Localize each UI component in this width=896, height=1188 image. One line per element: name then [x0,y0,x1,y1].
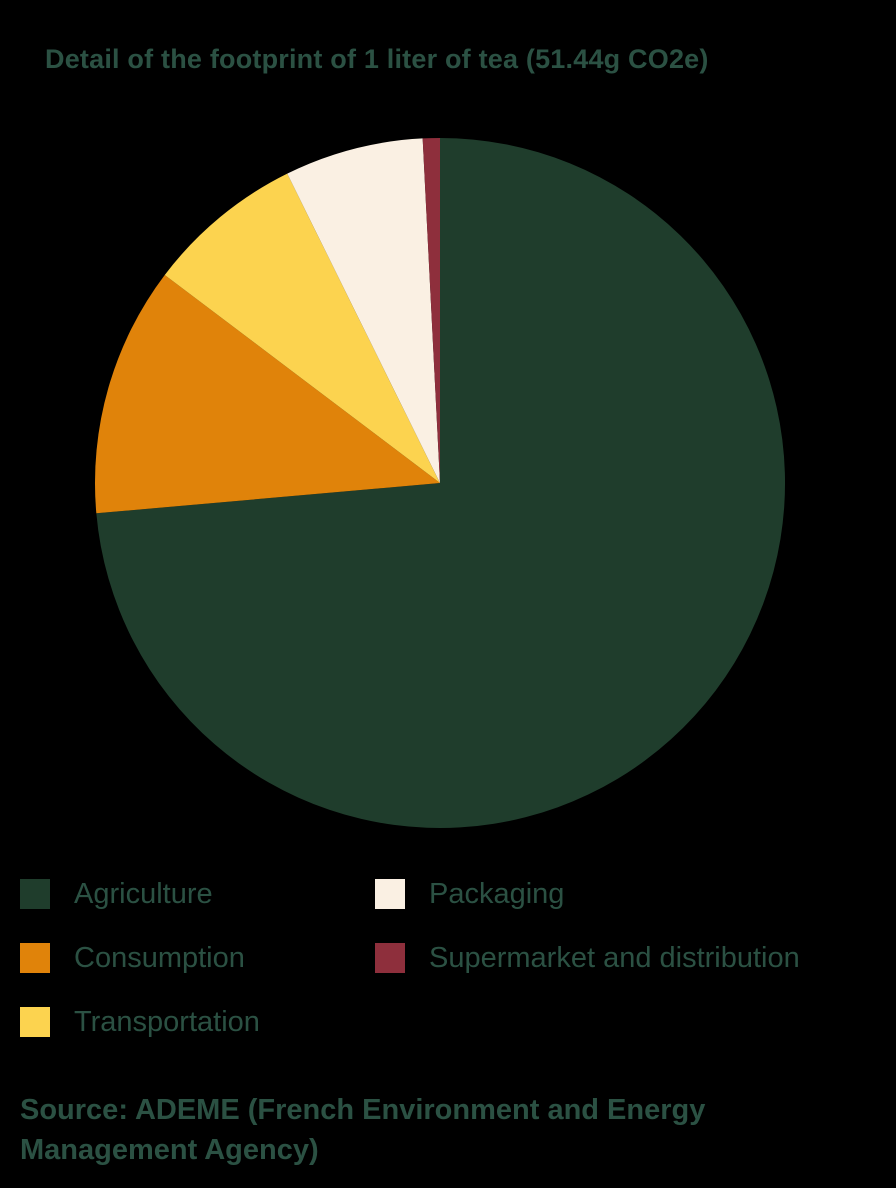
legend-swatch-packaging [375,879,405,909]
legend: Agriculture Consumption Transportation P… [20,872,800,1044]
legend-swatch-consumption [20,943,50,973]
legend-item-supermarket-and-distribution: Supermarket and distribution [375,936,800,980]
pie-slice-transportation [164,173,440,484]
legend-label-supermarket-and-distribution: Supermarket and distribution [429,941,800,974]
chart-title: Detail of the footprint of 1 liter of te… [45,44,709,74]
legend-swatch-supermarket-and-distribution [375,943,405,973]
pie-chart-container [93,136,787,830]
pie-slice-agriculture [96,137,786,829]
legend-label-transportation: Transportation [74,1005,260,1038]
legend-label-consumption: Consumption [74,941,245,974]
legend-item-transportation: Transportation [20,1000,375,1044]
legend-label-packaging: Packaging [429,877,565,910]
legend-label-agriculture: Agriculture [74,877,213,910]
pie-slice-packaging [287,138,440,484]
legend-swatch-agriculture [20,879,50,909]
pie-slice-supermarket-and-distribution [422,137,440,484]
pie-chart [94,137,786,829]
legend-item-packaging: Packaging [375,872,800,916]
source-note: Source: ADEME (French Environment and En… [20,1094,706,1167]
pie-slice-consumption [94,274,440,514]
legend-item-consumption: Consumption [20,936,375,980]
legend-swatch-transportation [20,1007,50,1037]
legend-item-agriculture: Agriculture [20,872,375,916]
